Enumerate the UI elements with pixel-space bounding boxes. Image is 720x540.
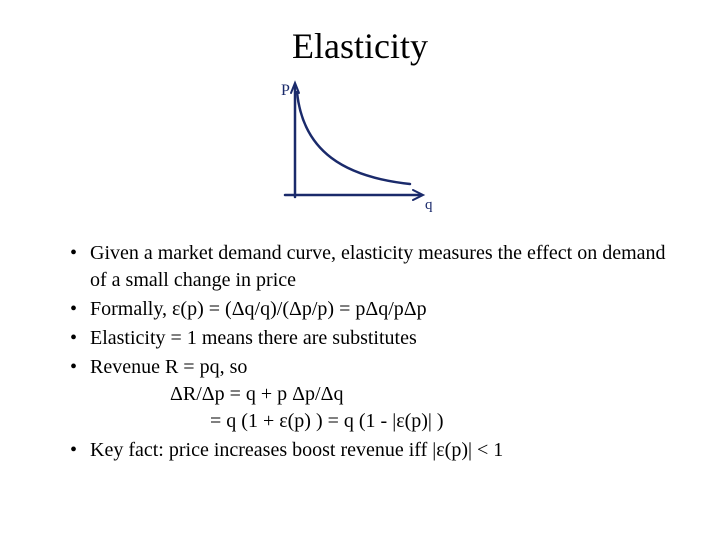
- bullet-subtext: = q (1 + ε(p) ) = q (1 - |ε(p)| ): [90, 408, 670, 435]
- bullet-text: Elasticity = 1 means there are substitut…: [90, 327, 417, 349]
- bullet-text: Key fact: price increases boost revenue …: [90, 439, 503, 461]
- bullet-item: Formally, ε(p) = (Δq/q)/(Δp/p) = pΔq/pΔp: [70, 296, 670, 323]
- bullet-text: Formally, ε(p) = (Δq/q)/(Δp/p) = pΔq/pΔp: [90, 298, 427, 320]
- bullet-item: Elasticity = 1 means there are substitut…: [70, 325, 670, 352]
- bullet-item: Revenue R = pq, so ΔR/Δp = q + p Δp/Δq =…: [70, 354, 670, 435]
- y-axis-label: P: [281, 82, 290, 99]
- bullet-text: Given a market demand curve, elasticity …: [90, 242, 666, 291]
- bullet-subtext: ΔR/Δp = q + p Δp/Δq: [90, 381, 670, 408]
- x-axis-label: q: [425, 197, 433, 213]
- demand-curve: [297, 92, 410, 184]
- bullet-text: Revenue R = pq, so: [90, 356, 247, 378]
- bullet-item: Key fact: price increases boost revenue …: [70, 437, 670, 464]
- bullet-item: Given a market demand curve, elasticity …: [70, 240, 670, 294]
- page-title: Elasticity: [50, 25, 670, 67]
- bullet-list: Given a market demand curve, elasticity …: [50, 240, 670, 464]
- demand-curve-graph: P q: [50, 77, 670, 222]
- demand-curve-svg: P q: [275, 77, 445, 217]
